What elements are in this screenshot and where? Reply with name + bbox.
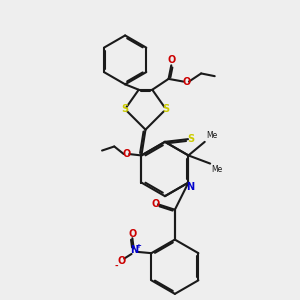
Text: Me: Me xyxy=(212,165,223,174)
Text: N: N xyxy=(130,245,138,255)
Text: +: + xyxy=(136,243,142,249)
Text: O: O xyxy=(152,199,160,209)
Text: O: O xyxy=(182,76,190,87)
Text: S: S xyxy=(122,104,129,114)
Text: O: O xyxy=(128,229,136,239)
Text: S: S xyxy=(162,104,169,114)
Text: -: - xyxy=(114,262,118,271)
Text: O: O xyxy=(117,256,126,266)
Text: S: S xyxy=(187,134,194,144)
Text: Me: Me xyxy=(206,131,217,140)
Text: O: O xyxy=(122,149,130,159)
Text: O: O xyxy=(167,56,176,65)
Text: N: N xyxy=(186,182,194,193)
